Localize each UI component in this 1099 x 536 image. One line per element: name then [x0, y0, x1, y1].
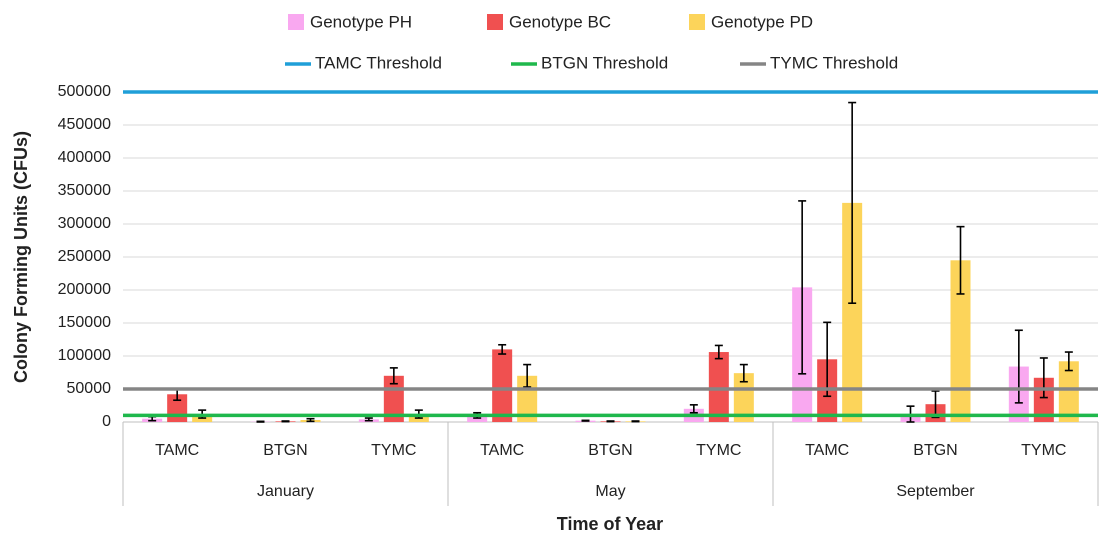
y-tick-label: 500000 [58, 83, 111, 100]
error-bar [1039, 357, 1048, 399]
error-bar [739, 363, 748, 383]
x-tick-label: BTGN [263, 442, 307, 459]
group-label: September [896, 483, 975, 500]
error-bar [1064, 351, 1073, 372]
error-bar [281, 420, 290, 423]
bar [1058, 361, 1079, 422]
legend-swatch [487, 14, 503, 30]
error-bar [956, 225, 965, 295]
error-bar [498, 343, 507, 355]
legend-label: TAMC Threshold [315, 53, 442, 72]
y-tick-label: 300000 [58, 215, 111, 232]
x-tick-label: TYMC [696, 442, 741, 459]
x-tick-label: TAMC [155, 442, 199, 459]
y-tick-label: 100000 [58, 347, 111, 364]
y-tick-label: 400000 [58, 149, 111, 166]
legend-swatch [288, 14, 304, 30]
group-label: May [595, 483, 625, 500]
error-bar [798, 200, 807, 375]
legend-swatch [689, 14, 705, 30]
legend-label: BTGN Threshold [541, 53, 668, 72]
x-tick-label: TAMC [805, 442, 849, 459]
x-tick-label: BTGN [913, 442, 957, 459]
y-tick-label: 50000 [67, 380, 112, 397]
x-tick-label: BTGN [588, 442, 632, 459]
x-tick-label: TYMC [371, 442, 416, 459]
y-tick-label: 0 [102, 413, 111, 430]
error-bar [848, 101, 857, 305]
y-tick-label: 200000 [58, 281, 111, 298]
y-tick-label: 450000 [58, 116, 111, 133]
legend-label: TYMC Threshold [770, 53, 898, 72]
bar [950, 260, 971, 422]
y-tick-label: 350000 [58, 182, 111, 199]
x-tick-label: TYMC [1021, 442, 1066, 459]
x-tick-label: TAMC [480, 442, 524, 459]
bar [708, 352, 729, 422]
error-bar [581, 419, 590, 422]
bar [842, 202, 863, 422]
error-bar [306, 417, 315, 423]
bar [733, 373, 754, 422]
y-axis-title: Colony Forming Units (CFUs) [11, 131, 31, 383]
error-bar [823, 321, 832, 398]
error-bar [256, 420, 265, 423]
error-bar [631, 420, 640, 423]
legend-label: Genotype BC [509, 12, 611, 31]
y-tick-label: 250000 [58, 248, 111, 265]
error-bar [606, 420, 615, 423]
y-tick-label: 150000 [58, 314, 111, 331]
error-bar [689, 404, 698, 414]
error-bar [389, 367, 398, 385]
error-bar [931, 390, 940, 419]
error-bar [714, 344, 723, 360]
bar [492, 349, 513, 422]
error-bar [1014, 329, 1023, 404]
group-label: January [257, 483, 314, 500]
error-bar [523, 363, 532, 388]
error-bar [364, 417, 373, 422]
legend-label: Genotype PD [711, 12, 813, 31]
x-axis-title: Time of Year [557, 514, 663, 534]
legend-label: Genotype PH [310, 12, 412, 31]
